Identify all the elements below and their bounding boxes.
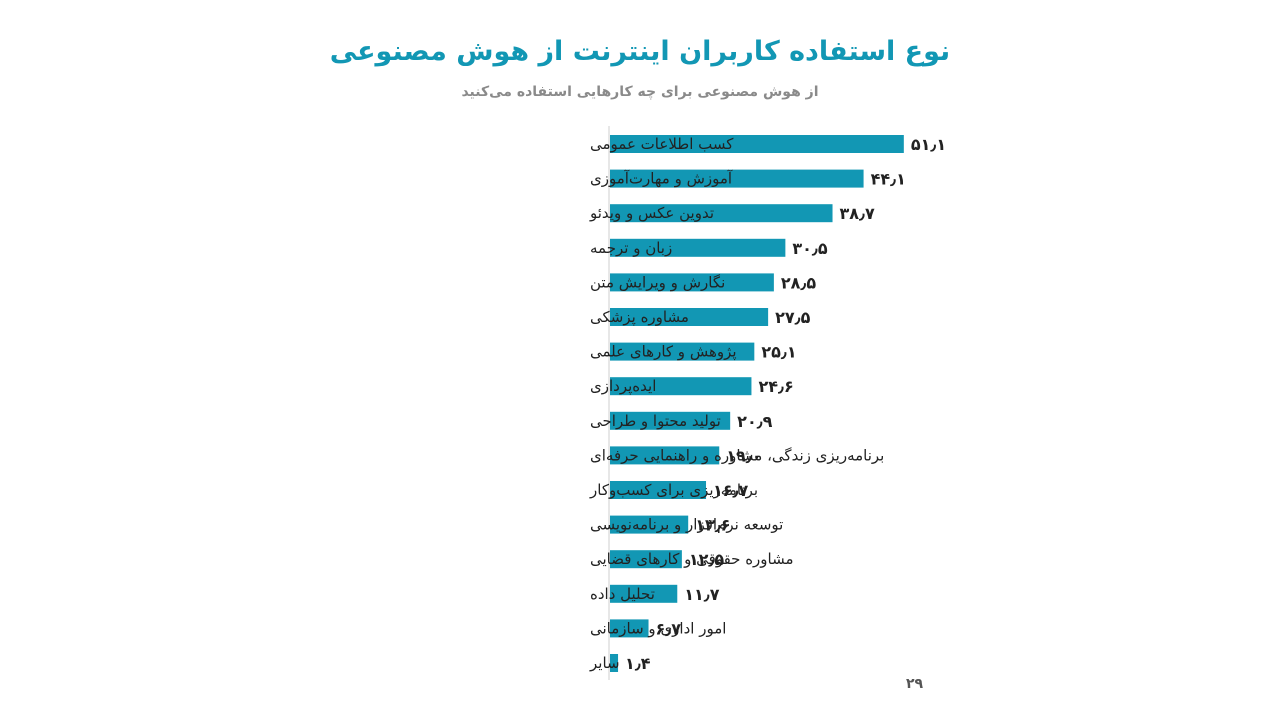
bar-row: برنامه‌ریزی زندگی، مشاوره و راهنمایی حرف… — [590, 446, 884, 465]
category-label: تدوین عکس و ویدئو — [589, 204, 714, 222]
value-label: ۱۹٫۰ — [726, 446, 761, 465]
category-label: توسعه نرم‌افزار و برنامه‌نویسی — [590, 516, 783, 534]
bar — [610, 654, 619, 672]
value-label: ۶٫۷ — [656, 619, 682, 638]
bar-row: آموزش و مهارت‌آموزی ۴۴٫۱ — [590, 169, 906, 189]
bar-row: تدوین عکس و ویدئو ۳۸٫۷ — [589, 204, 875, 223]
value-label: ۲۰٫۹ — [737, 412, 773, 431]
bar-row: مشاوره پزشکی ۲۷٫۵ — [590, 308, 811, 327]
category-label: کسب اطلاعات عمومی — [590, 135, 734, 153]
category-label: نگارش و ویرایش متن — [590, 273, 725, 291]
value-label: ۲۷٫۵ — [775, 308, 811, 327]
page-number: ۲۹ — [906, 676, 924, 692]
category-label: تولید محتوا و طراحی — [590, 412, 721, 430]
bar — [610, 481, 707, 499]
bar — [610, 342, 755, 361]
chart-subtitle: از هوش مصنوعی برای چه کارهایی استفاده می… — [461, 84, 819, 100]
bar-row: زبان و ترجمه ۳۰٫۵ — [590, 238, 828, 258]
bar — [610, 238, 786, 257]
bar — [610, 515, 689, 534]
bar — [610, 308, 769, 326]
bar-row: سایر ۱٫۴ — [589, 654, 651, 673]
category-label: پژوهش و کارهای علمی — [590, 343, 737, 362]
value-label: ۴۴٫۱ — [871, 170, 906, 189]
category-label: برنامه‌ریزی زندگی، مشاوره و راهنمایی حرف… — [590, 446, 884, 464]
bar-row: تولید محتوا و طراحی ۲۰٫۹ — [590, 411, 773, 431]
bar — [610, 135, 904, 153]
value-label: ۳۸٫۷ — [840, 204, 876, 223]
category-label: تحلیل داده — [590, 585, 655, 603]
bar — [610, 550, 682, 569]
value-label: ۱۲٫۵ — [689, 550, 725, 569]
value-label: ۱٫۴ — [625, 654, 651, 673]
bar-row: نگارش و ویرایش متن ۲۸٫۵ — [590, 273, 816, 292]
category-label: سایر — [589, 654, 620, 672]
value-label: ۱۳٫۶ — [695, 516, 730, 535]
category-label: مشاوره پزشکی — [590, 308, 689, 327]
value-label: ۱۶٫۷ — [713, 481, 749, 500]
bar — [610, 204, 833, 223]
bar — [610, 619, 649, 638]
value-label: ۲۴٫۶ — [758, 377, 793, 396]
value-label: ۳۰٫۵ — [792, 239, 828, 258]
value-label: ۵۱٫۱ — [911, 135, 946, 154]
category-label: ایده‌پردازی — [590, 377, 656, 396]
value-label: ۱۱٫۷ — [684, 585, 720, 604]
category-label: امور اداری و سازمانی — [590, 619, 726, 637]
bar-row: تحلیل داده ۱۱٫۷ — [590, 584, 720, 604]
bar-row: کسب اطلاعات عمومی ۵۱٫۱ — [590, 135, 946, 154]
bar — [610, 411, 731, 430]
bar-row: پژوهش و کارهای علمی ۲۵٫۱ — [590, 342, 797, 362]
category-label: آموزش و مهارت‌آموزی — [590, 170, 733, 188]
category-label: برنامه‌ریزی برای کسب‌وکار — [589, 481, 758, 499]
bar-row: ایده‌پردازی ۲۴٫۶ — [590, 377, 794, 396]
value-label: ۲۵٫۱ — [761, 343, 796, 362]
bar — [610, 584, 678, 603]
bar — [610, 169, 864, 188]
bar — [610, 273, 774, 292]
bar — [610, 377, 752, 396]
chart-title: نوع استفاده کاربران اینترنت از هوش مصنوع… — [329, 36, 951, 67]
bar — [610, 446, 720, 465]
category-label: زبان و ترجمه — [590, 239, 672, 257]
category-label: مشاوره حقوقی و کارهای قضایی — [590, 550, 794, 568]
value-label: ۲۸٫۵ — [781, 273, 817, 292]
